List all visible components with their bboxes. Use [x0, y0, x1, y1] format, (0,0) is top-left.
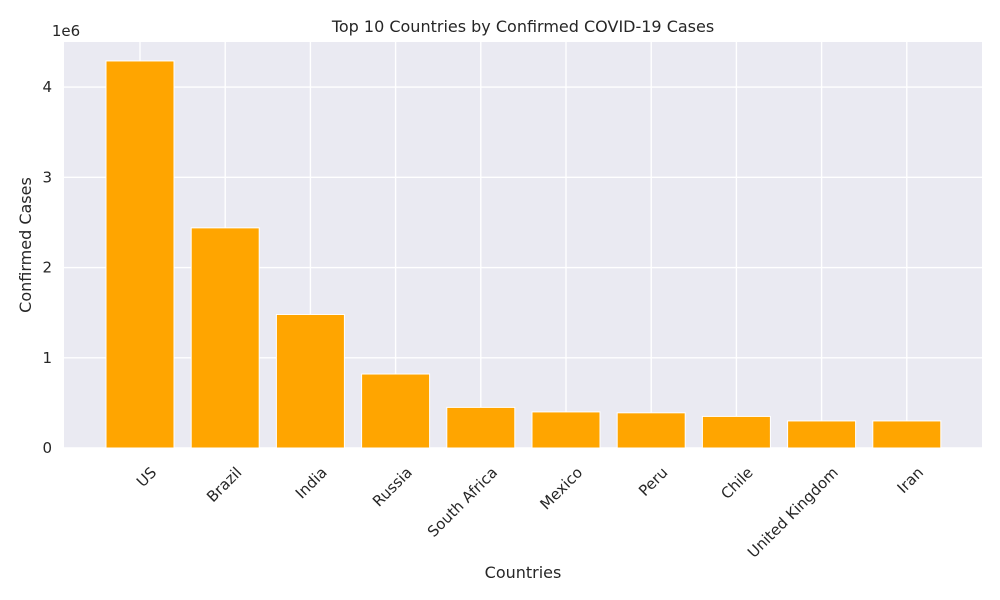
y-axis-ticks: 0 1 2 3 4 [42, 78, 52, 457]
bar-russia [361, 373, 431, 449]
y-tick-label: 0 [42, 439, 52, 457]
x-tick-label: US [133, 464, 160, 491]
x-tick-label: Mexico [536, 464, 586, 514]
bar-united-kingdom [787, 420, 857, 449]
y-tick-label: 4 [42, 78, 52, 96]
bar-south-africa [446, 406, 516, 449]
y-tick-label: 2 [42, 259, 52, 277]
y-tick-label: 3 [42, 168, 52, 186]
x-axis-ticks: US Brazil India Russia South Africa Mexico Per… [133, 464, 927, 562]
x-tick-label: United Kingdom [744, 464, 842, 562]
y-axis-title: Confirmed Cases [16, 177, 35, 313]
x-tick-label: India [292, 464, 331, 503]
x-tick-label: Peru [635, 464, 671, 500]
y-offset-label: 1e6 [52, 22, 80, 40]
bar-us [105, 60, 175, 449]
bar-iran [872, 420, 942, 449]
bar-mexico [531, 411, 601, 449]
bar-chile [701, 415, 771, 449]
y-tick-label: 1 [42, 349, 52, 367]
x-tick-label: South Africa [424, 464, 501, 541]
bars [105, 60, 942, 449]
x-tick-label: Iran [894, 464, 927, 497]
bar-india [275, 313, 345, 449]
bar-peru [616, 412, 686, 449]
bar-brazil [190, 227, 260, 449]
chart-title: Top 10 Countries by Confirmed COVID-19 C… [331, 17, 714, 36]
x-axis-title: Countries [485, 563, 562, 582]
x-tick-label: Brazil [203, 464, 245, 506]
x-tick-label: Russia [369, 464, 416, 511]
x-tick-label: Chile [717, 464, 756, 503]
